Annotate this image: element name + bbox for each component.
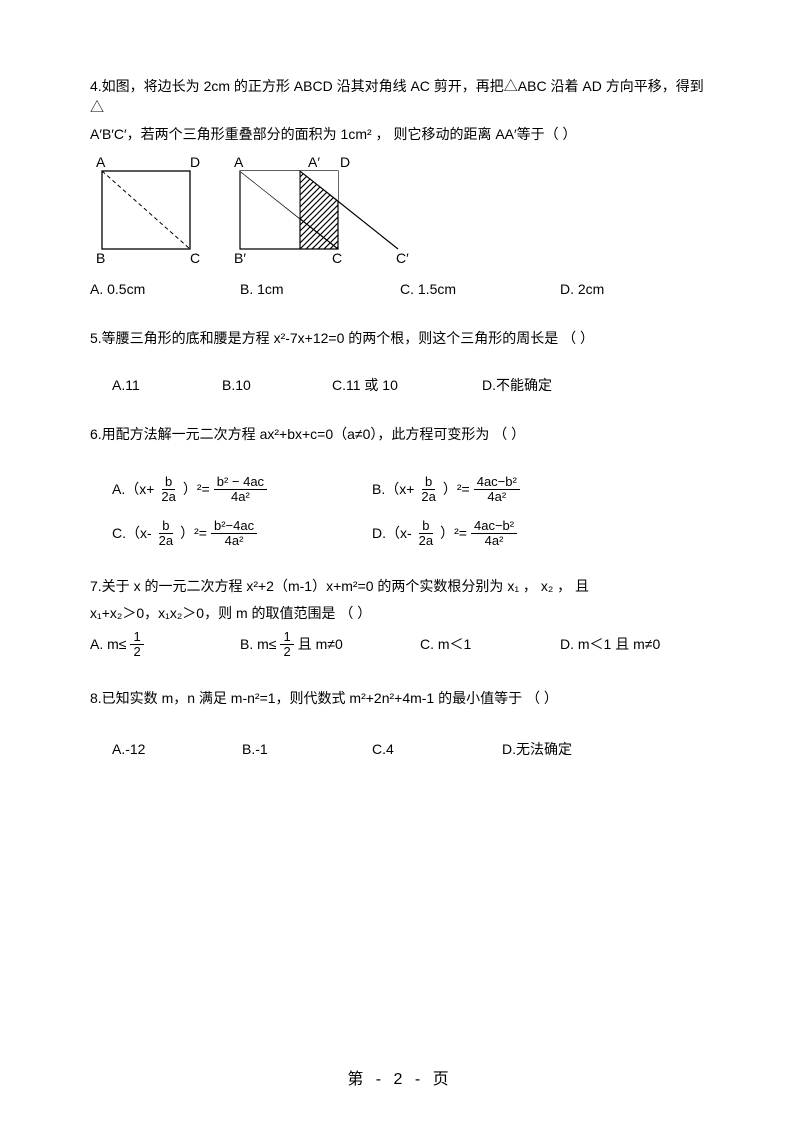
q4-opt-a: A. 0.5cm <box>90 279 240 300</box>
q4-opt-b: B. 1cm <box>240 279 400 300</box>
q5-opt-b: B.10 <box>222 375 332 396</box>
q4-options: A. 0.5cm B. 1cm C. 1.5cm D. 2cm <box>90 279 710 300</box>
svg-text:A′: A′ <box>308 154 320 170</box>
q6-opt-c: C.（x- b2a ）²= b²−4ac4a² <box>112 519 372 549</box>
q4-figure-square: A D B C <box>90 153 210 265</box>
q7-opt-b: B. m≤ 12 且 m≠0 <box>240 630 420 660</box>
question-7: 7.关于 x 的一元二次方程 x²+2（m-1）x+m²=0 的两个实数根分别为… <box>90 576 710 660</box>
q4-line2: A′B′C′，若两个三角形重叠部分的面积为 1cm² ， 则它移动的距离 AA′… <box>90 124 710 145</box>
svg-text:C: C <box>190 250 200 265</box>
svg-text:A: A <box>96 154 106 170</box>
question-4: 4.如图，将边长为 2cm 的正方形 ABCD 沿其对角线 AC 剪开，再把△A… <box>90 76 710 300</box>
svg-text:C′: C′ <box>396 250 409 265</box>
q4-figure-shift: A A′ D B′ C C′ <box>228 153 438 265</box>
q4-line1: 4.如图，将边长为 2cm 的正方形 ABCD 沿其对角线 AC 剪开，再把△A… <box>90 76 710 118</box>
q7-options: A. m≤ 12 B. m≤ 12 且 m≠0 C. m＜1 D. m＜1 且 … <box>90 630 710 660</box>
q8-text: 8.已知实数 m，n 满足 m-n²=1，则代数式 m²+2n²+4m-1 的最… <box>90 688 710 709</box>
q6-opt-d: D.（x- b2a ）²= 4ac−b²4a² <box>372 519 517 549</box>
q5-text: 5.等腰三角形的底和腰是方程 x²-7x+12=0 的两个根，则这个三角形的周长… <box>90 328 710 349</box>
page-footer: 第 - 2 - 页 <box>0 1068 800 1092</box>
q6-text: 6.用配方法解一元二次方程 ax²+bx+c=0（a≠0），此方程可变形为 （ … <box>90 424 710 445</box>
q8-opt-b: B.-1 <box>242 739 372 760</box>
q7-line1: 7.关于 x 的一元二次方程 x²+2（m-1）x+m²=0 的两个实数根分别为… <box>90 576 710 597</box>
svg-text:B′: B′ <box>234 250 246 265</box>
question-6: 6.用配方法解一元二次方程 ax²+bx+c=0（a≠0），此方程可变形为 （ … <box>90 424 710 548</box>
q5-options: A.11 B.10 C.11 或 10 D.不能确定 <box>90 375 710 396</box>
q7-opt-a: A. m≤ 12 <box>90 630 240 660</box>
q6-options: A.（x+ b2a ）²= b² − 4ac4a² B.（x+ b2a ）²= … <box>90 475 710 548</box>
svg-text:A: A <box>234 154 244 170</box>
svg-text:D: D <box>340 154 350 170</box>
q6-opt-b: B.（x+ b2a ）²= 4ac−b²4a² <box>372 475 520 505</box>
q7-opt-c: C. m＜1 <box>420 634 560 655</box>
question-5: 5.等腰三角形的底和腰是方程 x²-7x+12=0 的两个根，则这个三角形的周长… <box>90 328 710 396</box>
svg-text:B: B <box>96 250 105 265</box>
svg-text:D: D <box>190 154 200 170</box>
svg-text:C: C <box>332 250 342 265</box>
q5-opt-d: D.不能确定 <box>482 375 552 396</box>
q8-options: A.-12 B.-1 C.4 D.无法确定 <box>90 739 710 760</box>
question-8: 8.已知实数 m，n 满足 m-n²=1，则代数式 m²+2n²+4m-1 的最… <box>90 688 710 760</box>
q5-opt-c: C.11 或 10 <box>332 375 482 396</box>
q8-opt-a: A.-12 <box>112 739 242 760</box>
q7-opt-d: D. m＜1 且 m≠0 <box>560 634 660 655</box>
q6-opt-a: A.（x+ b2a ）²= b² − 4ac4a² <box>112 475 372 505</box>
q8-opt-d: D.无法确定 <box>502 739 572 760</box>
q7-line2: x₁+x₂＞0，x₁x₂＞0，则 m 的取值范围是 （ ） <box>90 603 710 624</box>
q8-opt-c: C.4 <box>372 739 502 760</box>
q4-opt-c: C. 1.5cm <box>400 279 560 300</box>
q4-figures: A D B C A A′ D B′ C <box>90 153 710 265</box>
q5-opt-a: A.11 <box>112 375 222 396</box>
q4-opt-d: D. 2cm <box>560 279 604 300</box>
